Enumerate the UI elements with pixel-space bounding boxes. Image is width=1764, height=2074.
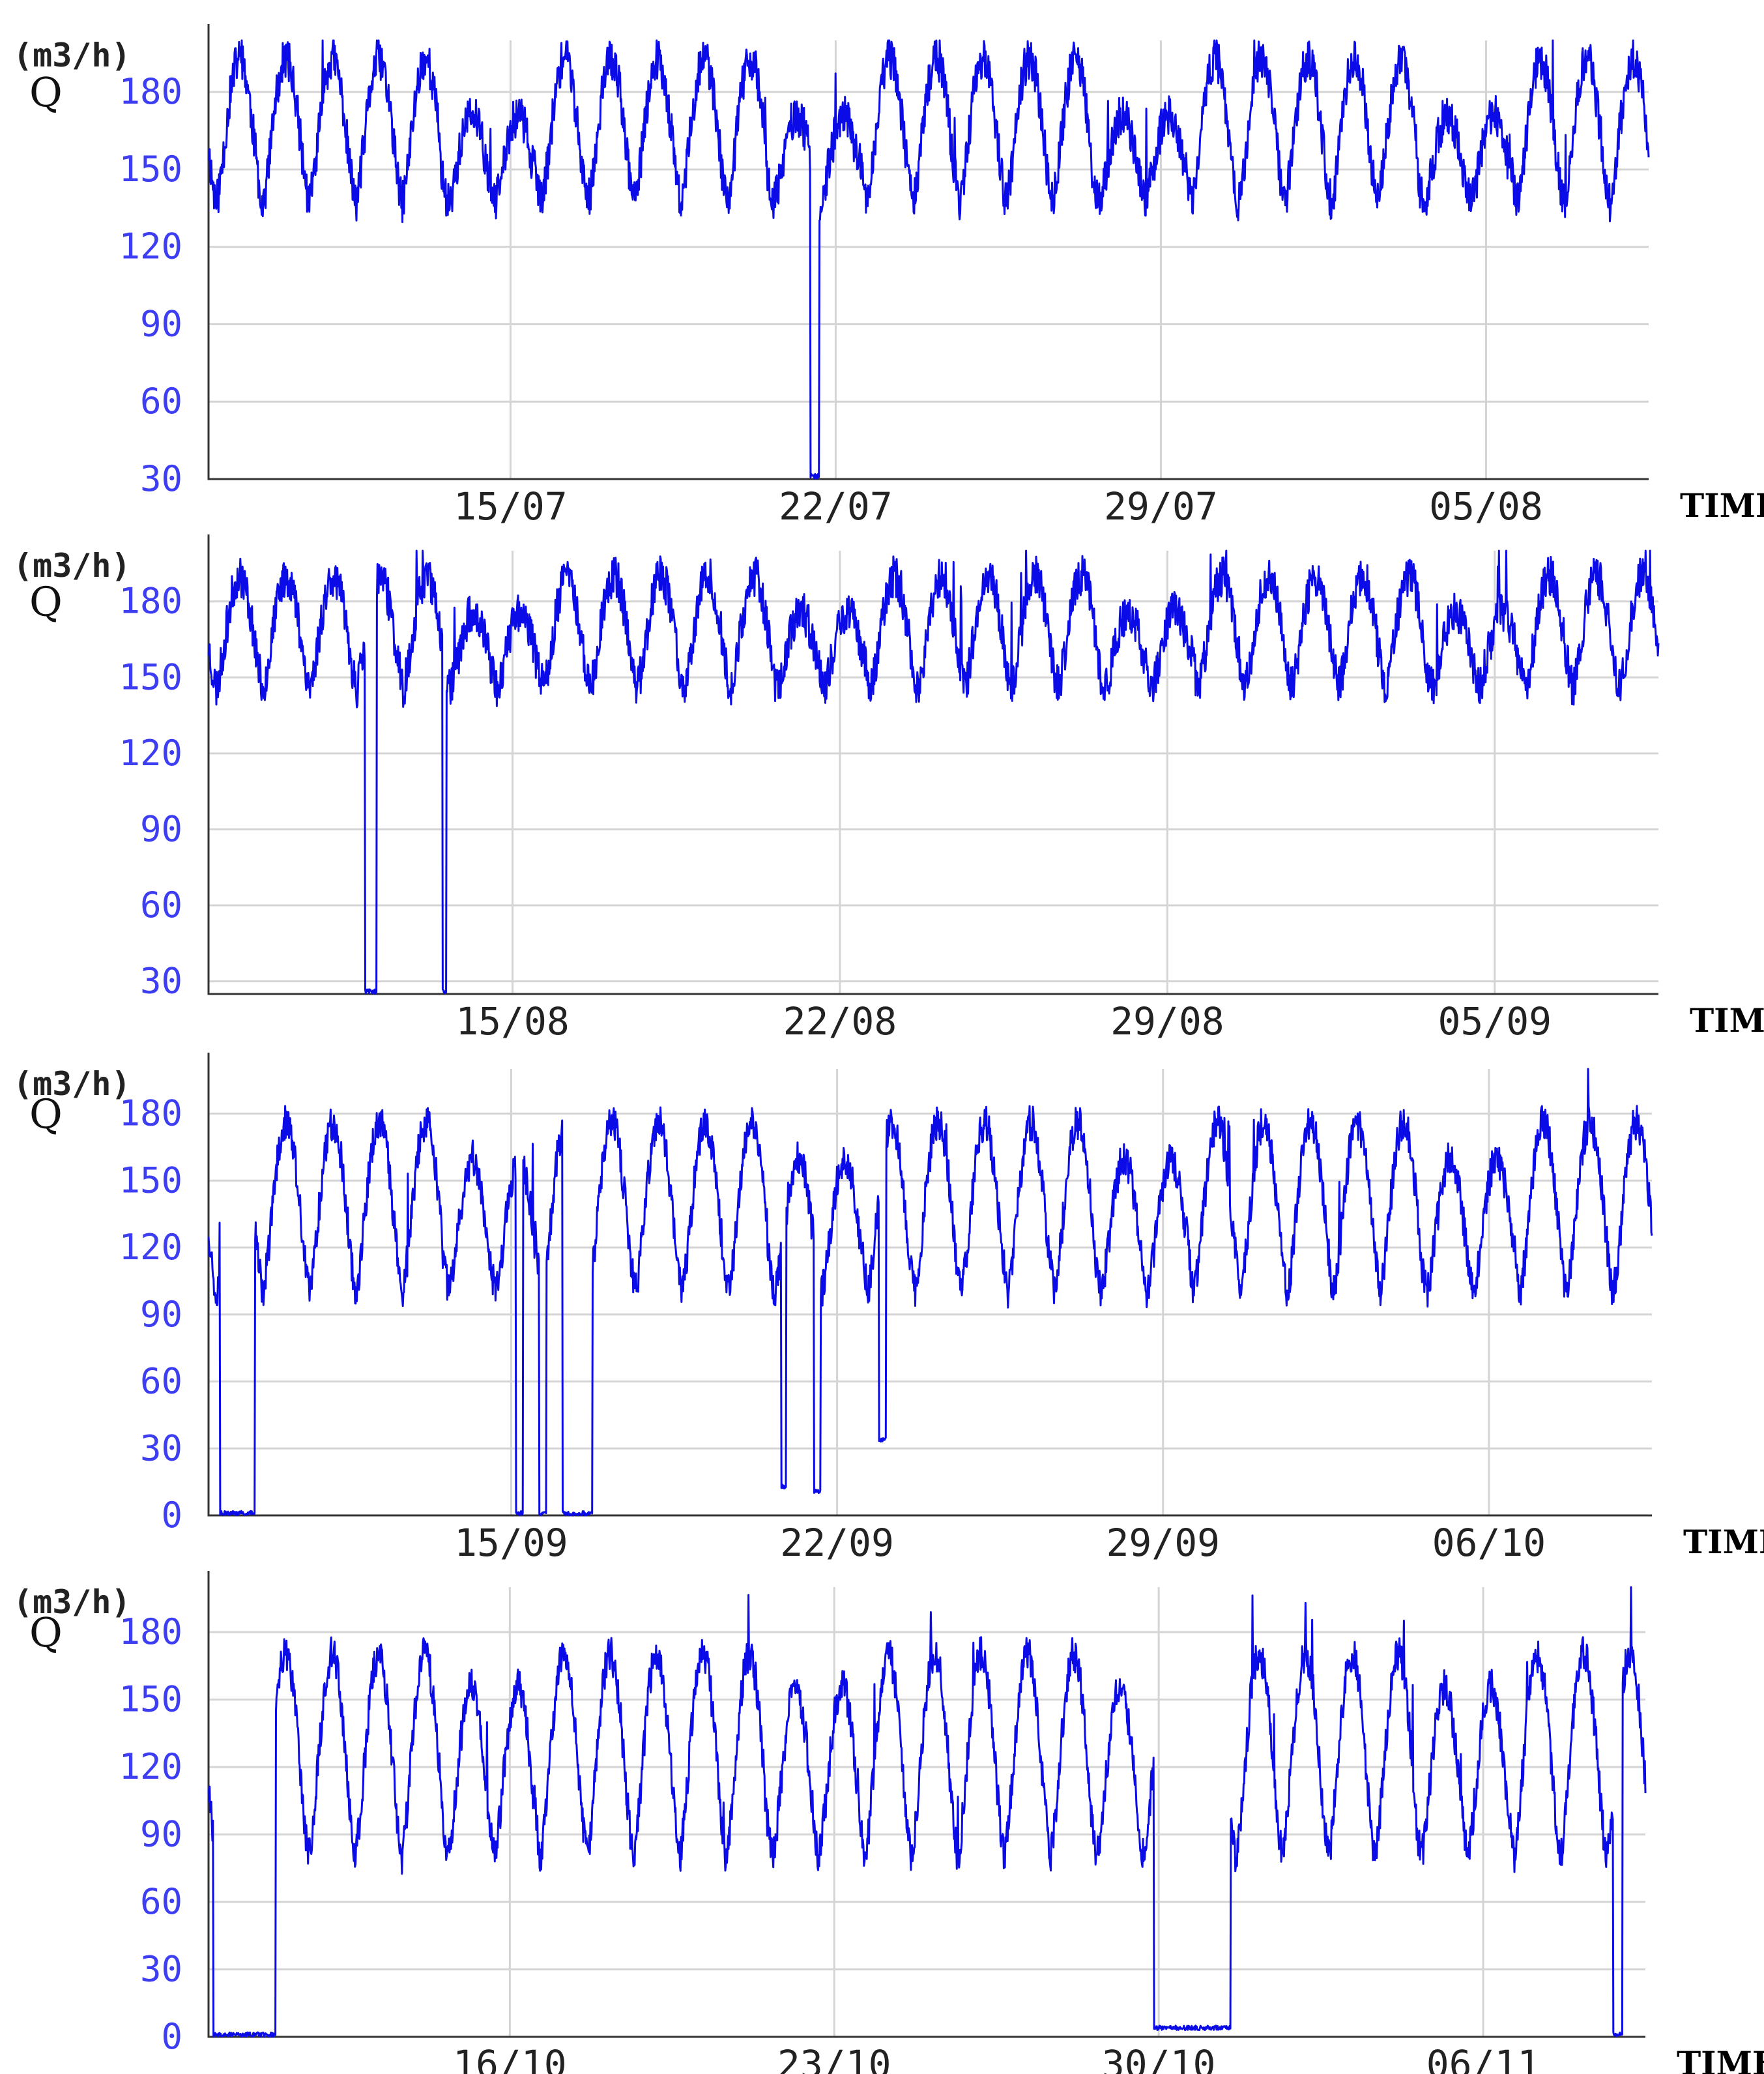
x-tick-label: 15/09 [454, 1521, 568, 1565]
chart-panel-1: 30 60 90 120 150 180 15/07 22/07 29/07 05/08 (m3/h… [13, 24, 1764, 529]
x-tick-label: 15/08 [455, 999, 570, 1044]
y-axis-label: Q [29, 1609, 63, 1656]
y-tick-label: 30 [140, 1427, 182, 1468]
chart-panel-4: 0 30 60 90 120 150 180 16/10 23/10 30/10 06/11 (m3/… [13, 1571, 1764, 2074]
y-tick-label: 60 [140, 884, 182, 926]
y-tick-label: 60 [140, 1881, 182, 1922]
axis-lines [207, 1053, 1652, 1517]
y-tick-label: 120 [119, 733, 182, 774]
x-tick-label: 22/07 [779, 484, 893, 529]
x-tick-label: 29/07 [1104, 484, 1218, 529]
x-axis-label: TIME [1680, 486, 1764, 525]
y-tick-label: 30 [140, 1949, 182, 1990]
y-tick-label: 30 [140, 961, 182, 1002]
x-tick-label: 15/07 [454, 484, 568, 529]
y-tick-label: 90 [140, 808, 182, 849]
x-axis-label: TIME [1677, 2044, 1764, 2074]
y-tick-label: 150 [119, 1679, 182, 1720]
x-tick-label: 22/09 [780, 1521, 894, 1565]
y-tick-label: 90 [140, 1814, 182, 1855]
chart-panel-2: 30 60 90 120 150 180 15/08 22/08 29/08 05/09 (m3/h… [13, 534, 1764, 1044]
y-tick-label: 90 [140, 1294, 182, 1335]
y-tick-label: 30 [140, 458, 182, 499]
unit-label: (m3/h) [13, 547, 131, 585]
y-tick-label: 60 [140, 1361, 182, 1402]
y-tick-label: 180 [119, 71, 182, 112]
unit-label: (m3/h) [13, 1583, 131, 1621]
y-axis-label: Q [29, 1090, 63, 1138]
axis-lines [207, 24, 1649, 480]
y-tick-label: 90 [140, 303, 182, 344]
x-axis-label: TIME [1683, 1523, 1764, 1561]
y-tick-label: 120 [119, 226, 182, 267]
unit-label: (m3/h) [13, 1065, 131, 1103]
y-tick-label: 0 [161, 1495, 182, 1536]
x-tick-label: 06/11 [1426, 2042, 1540, 2074]
unit-label: (m3/h) [13, 37, 131, 74]
y-tick-label: 180 [119, 1611, 182, 1652]
x-tick-label: 29/09 [1106, 1521, 1220, 1565]
axis-lines [207, 534, 1658, 995]
y-tick-label: 150 [119, 656, 182, 697]
x-tick-label: 16/10 [453, 2042, 567, 2074]
x-tick-label: 05/08 [1429, 484, 1543, 529]
x-tick-label: 05/09 [1438, 999, 1552, 1044]
x-axis-label: TIME [1690, 1001, 1764, 1040]
y-tick-label: 180 [119, 581, 182, 622]
y-tick-label: 0 [161, 2016, 182, 2057]
series-line-flow [207, 1068, 1653, 1517]
x-tick-label: 22/08 [783, 999, 897, 1044]
chart-panel-3: 0 30 60 90 120 150 180 15/09 22/09 29/09 06/10 (m3/… [13, 1053, 1764, 1565]
x-tick-label: 30/10 [1102, 2042, 1216, 2074]
y-axis-label: Q [29, 68, 63, 116]
series-line-flow [207, 549, 1660, 995]
series-line-flow [208, 39, 1650, 480]
y-tick-label: 150 [119, 1160, 182, 1201]
y-tick-label: 120 [119, 1746, 182, 1787]
axis-lines [207, 1571, 1645, 2038]
y-tick-label: 180 [119, 1093, 182, 1134]
x-tick-label: 06/10 [1432, 1521, 1546, 1565]
y-tick-label: 60 [140, 381, 182, 422]
y-axis-label: Q [29, 578, 63, 626]
x-tick-label: 23/10 [777, 2042, 891, 2074]
y-tick-label: 150 [119, 149, 182, 190]
y-tick-label: 120 [119, 1227, 182, 1268]
x-tick-label: 29/08 [1110, 999, 1224, 1044]
series-line-flow [207, 1586, 1647, 2038]
